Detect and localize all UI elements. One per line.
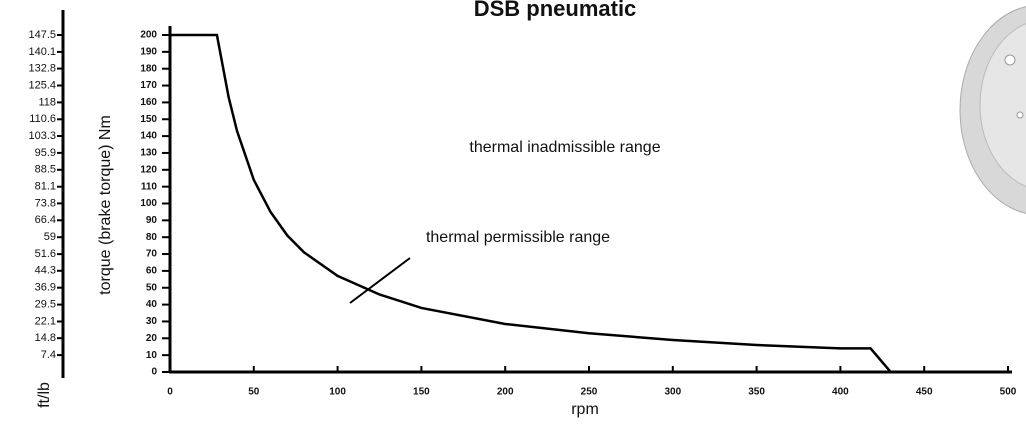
- annotation: thermal inadmissible range: [469, 139, 660, 156]
- y-tick-label: 190: [140, 46, 157, 57]
- y-tick-label: 160: [140, 97, 157, 108]
- y2-tick-label: 44.3: [35, 265, 56, 277]
- y-tick-label: 10: [146, 350, 158, 361]
- annotation: thermal permissible range: [426, 229, 610, 246]
- x-tick-label: 100: [329, 387, 346, 398]
- x-tick-label: 300: [664, 387, 681, 398]
- y-tick-label: 30: [146, 316, 158, 327]
- x-tick-label: 200: [497, 387, 514, 398]
- y2-axis-label: ft/lb: [36, 382, 53, 408]
- x-tick-label: 150: [413, 387, 430, 398]
- y2-tick-label: 29.5: [35, 299, 56, 311]
- x-tick-label: 400: [832, 387, 849, 398]
- y2-tick-label: 51.6: [35, 248, 56, 260]
- y2-tick-label: 59: [44, 231, 56, 243]
- chart-title: DSB pneumatic: [474, 0, 637, 21]
- y-tick-label: 110: [141, 181, 158, 192]
- x-tick-label: 500: [1000, 387, 1017, 398]
- y2-tick-label: 103.3: [28, 130, 56, 142]
- y-tick-label: 170: [140, 80, 157, 91]
- x-axis-label: rpm: [571, 401, 599, 418]
- y2-tick-label: 110.6: [29, 113, 56, 125]
- y2-tick-label: 7.4: [41, 349, 56, 361]
- y-tick-label: 130: [140, 148, 157, 159]
- y-tick-label: 0: [151, 367, 157, 378]
- x-tick-label: 450: [916, 387, 933, 398]
- y2-tick-label: 95.9: [35, 147, 56, 159]
- x-tick-label: 0: [167, 387, 173, 398]
- y-tick-label: 50: [146, 282, 158, 293]
- y2-tick-label: 140.1: [28, 46, 56, 58]
- y-tick-label: 120: [140, 164, 157, 175]
- y2-tick-label: 36.9: [35, 282, 56, 294]
- y2-tick-label: 132.8: [28, 62, 56, 74]
- y-tick-label: 100: [140, 198, 157, 209]
- y2-tick-label: 73.8: [35, 197, 56, 209]
- y-tick-label: 70: [146, 249, 158, 260]
- x-tick-label: 350: [748, 387, 765, 398]
- y2-tick-label: 66.4: [35, 214, 56, 226]
- y2-tick-label: 118: [38, 96, 56, 108]
- y-tick-label: 140: [140, 131, 157, 142]
- y-tick-label: 40: [146, 299, 158, 310]
- y-tick-label: 80: [146, 232, 158, 243]
- x-tick-label: 50: [248, 387, 260, 398]
- y-tick-label: 90: [146, 215, 158, 226]
- y-tick-label: 180: [140, 63, 157, 74]
- y2-tick-label: 81.1: [35, 181, 56, 193]
- x-tick-label: 250: [581, 387, 598, 398]
- y2-tick-label: 88.5: [35, 164, 56, 176]
- y2-tick-label: 147.5: [28, 29, 56, 41]
- y-tick-label: 150: [140, 114, 157, 125]
- y-tick-label: 60: [146, 266, 158, 277]
- disc-image: [959, 6, 1026, 214]
- annotation-pointer: [349, 257, 411, 304]
- torque-curve: [170, 33, 892, 373]
- y-tick-label: 200: [140, 30, 157, 41]
- y-axis-label: torque (brake torque) Nm: [97, 115, 114, 295]
- y2-tick-label: 22.1: [35, 315, 56, 327]
- y2-tick-label: 125.4: [28, 79, 56, 91]
- y2-tick-label: 14.8: [35, 332, 56, 344]
- y-tick-label: 20: [146, 333, 158, 344]
